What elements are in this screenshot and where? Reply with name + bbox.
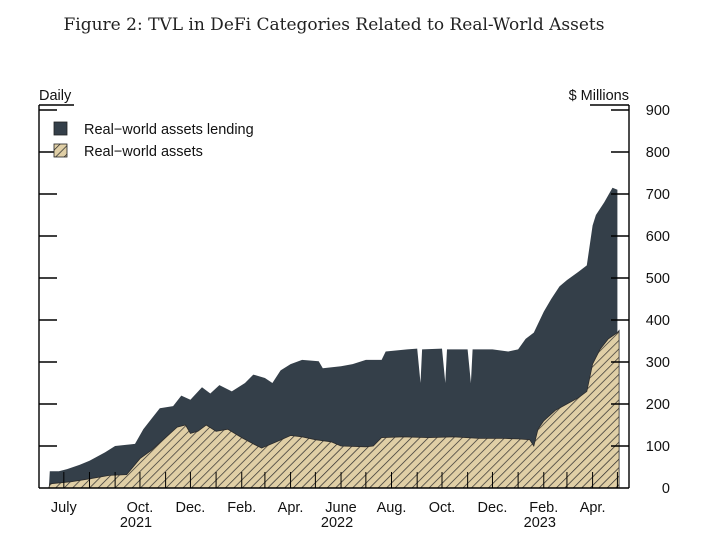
x-tick-label-2: Dec. [176, 500, 206, 516]
chart-title: Figure 2: TVL in DeFi Categories Related… [63, 15, 604, 35]
x-tick-label-6: Aug. [377, 500, 407, 516]
legend-swatch-lending [53, 121, 68, 136]
x-tick-label-3: Feb. [227, 500, 256, 516]
x-tick-label-5: June [325, 500, 356, 516]
x-tick-label-9: Feb. [529, 500, 558, 516]
area-real-world-assets-lending [48, 187, 618, 488]
x-year-label-2023: 2023 [524, 515, 556, 531]
x-tick-label-8: Dec. [478, 500, 508, 516]
legend-label-rwa: Real−world assets [84, 144, 203, 160]
y-tick-label-100: 100 [646, 439, 670, 455]
y-tick-label-700: 700 [646, 187, 670, 203]
y-tick-label-900: 900 [646, 103, 670, 119]
legend-swatch-rwa [53, 143, 68, 158]
y-tick-label-200: 200 [646, 397, 670, 413]
y-tick-label-300: 300 [646, 355, 670, 371]
x-tick-label-4: Apr. [278, 500, 304, 516]
y-tick-label-600: 600 [646, 229, 670, 245]
x-year-label-2022: 2022 [321, 515, 353, 531]
legend: Real−world assets lending Real−world ass… [53, 121, 254, 160]
y-tick-marks [39, 109, 629, 447]
frequency-label: Daily [39, 88, 72, 104]
legend-label-lending: Real−world assets lending [84, 122, 254, 138]
x-tick-label-10: Apr. [580, 500, 606, 516]
y-tick-label-500: 500 [646, 271, 670, 287]
y-axis-label: $ Millions [569, 88, 629, 104]
y-tick-label-0: 0 [662, 481, 670, 497]
x-tick-label-7: Oct. [429, 500, 456, 516]
y-tick-label-400: 400 [646, 313, 670, 329]
y-tick-label-800: 800 [646, 145, 670, 161]
area-real-world-assets [48, 329, 620, 489]
x-tick-marks [63, 472, 618, 488]
x-tick-label-0: July [51, 500, 78, 516]
x-tick-label-1: Oct. [127, 500, 154, 516]
x-year-label-2021: 2021 [120, 515, 152, 531]
y-tick-labels: 0 100 200 300 400 500 600 700 800 900 [646, 103, 670, 497]
x-tick-labels: July Oct. Dec. Feb. Apr. June Aug. Oct. Dec. Feb.… [51, 500, 606, 531]
